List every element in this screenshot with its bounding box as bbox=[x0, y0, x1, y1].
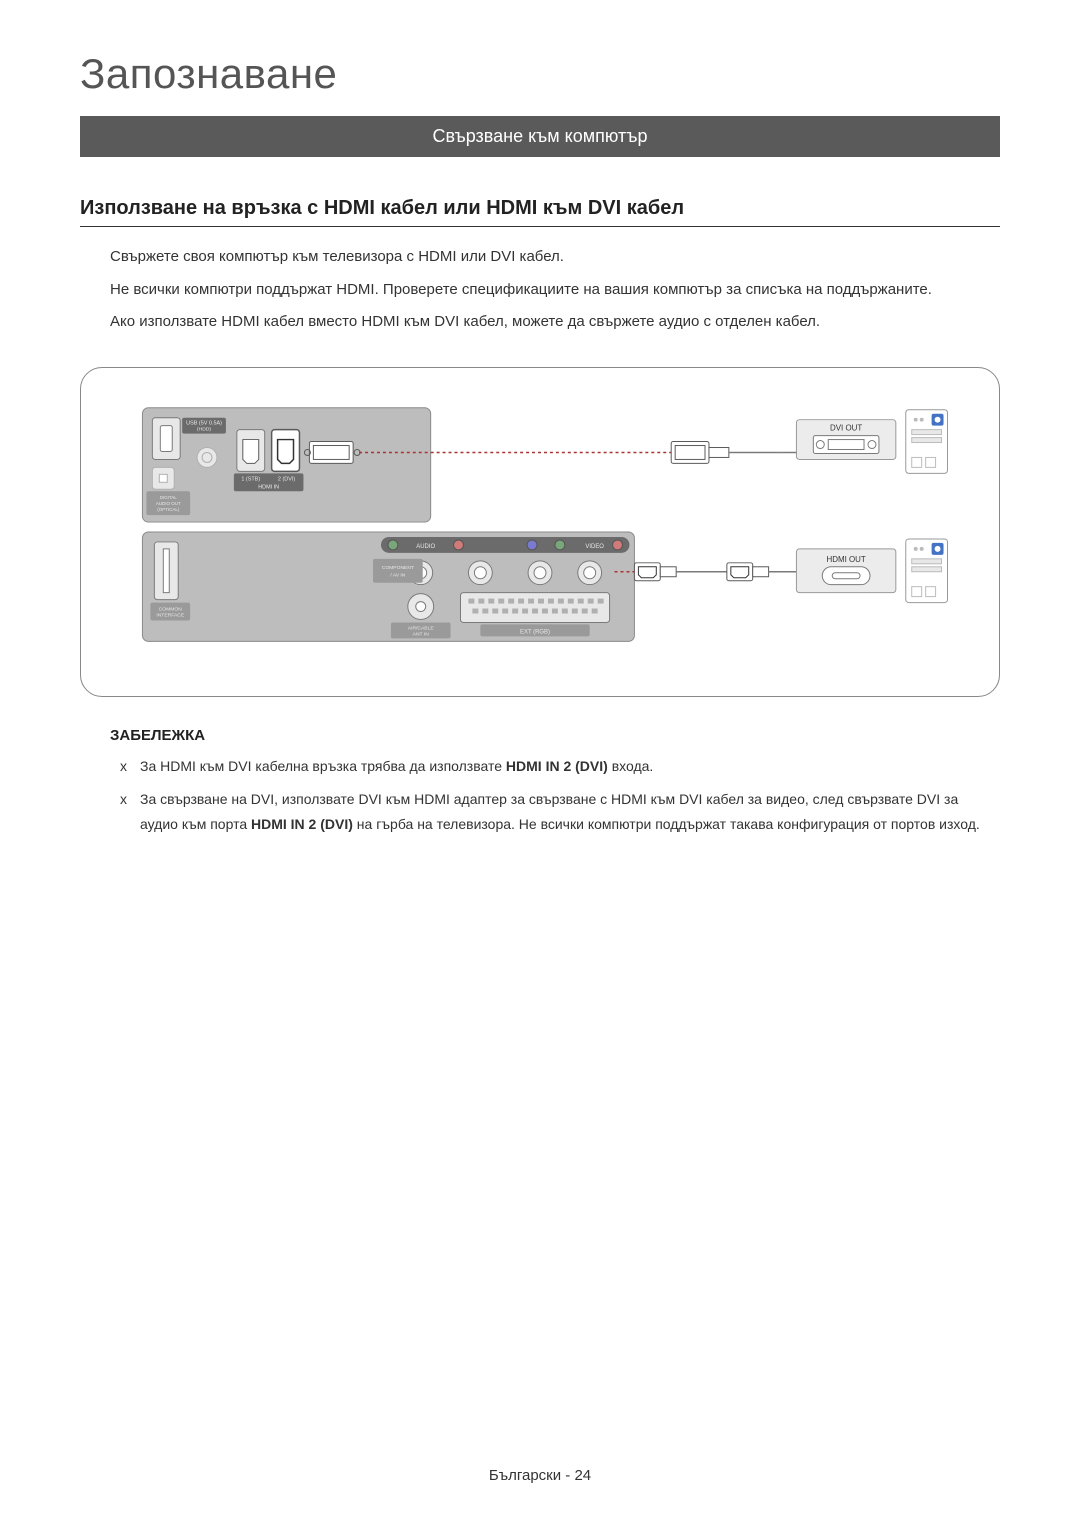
svg-text:AUDIO OUT: AUDIO OUT bbox=[156, 501, 181, 506]
note-item-1: За HDMI към DVI кабелна връзка трябва да… bbox=[120, 754, 1000, 779]
section-banner: Свързване към компютър bbox=[80, 116, 1000, 157]
svg-text:(OPTICAL): (OPTICAL) bbox=[157, 507, 180, 512]
tv-back-panel: USB (5V 0.5A) (HDD) 1 (STB) 2 (DVI) HDMI… bbox=[142, 407, 634, 641]
note-1-pre: За HDMI към DVI кабелна връзка трябва да… bbox=[140, 758, 506, 774]
usb-label: USB (5V 0.5A) bbox=[186, 420, 222, 426]
svg-text:INTERFACE: INTERFACE bbox=[156, 612, 184, 618]
body-line-3: Ако използвате HDMI кабел вместо HDMI къ… bbox=[110, 308, 1000, 337]
hdmi-row-label: HDMI IN bbox=[258, 484, 279, 490]
hdmi-plug-tv bbox=[634, 562, 676, 580]
hdmi1-label: 1 (STB) bbox=[241, 476, 260, 482]
body-text: Свържете своя компютър към телевизора с … bbox=[80, 243, 1000, 337]
svg-text:DIGITAL: DIGITAL bbox=[160, 495, 178, 500]
audio-strip-label: AUDIO bbox=[416, 543, 435, 549]
dvi-plug-pc bbox=[671, 441, 778, 463]
svg-text:COMPONENT: COMPONENT bbox=[382, 564, 414, 570]
note-1-bold: HDMI IN 2 (DVI) bbox=[506, 758, 608, 774]
pc-dvi: DVI OUT bbox=[779, 409, 948, 473]
svg-text:ANT IN: ANT IN bbox=[413, 631, 430, 637]
body-line-1: Свържете своя компютър към телевизора с … bbox=[110, 243, 1000, 272]
page-footer: Български - 24 bbox=[0, 1467, 1080, 1484]
dvi-connector-icon bbox=[304, 441, 360, 463]
note-item-2: За свързване на DVI, използвате DVI към … bbox=[120, 787, 1000, 837]
connection-diagram: USB (5V 0.5A) (HDD) 1 (STB) 2 (DVI) HDMI… bbox=[80, 367, 1000, 697]
note-list: За HDMI към DVI кабелна връзка трябва да… bbox=[80, 754, 1000, 838]
body-line-2: Не всички компютри поддържат HDMI. Прове… bbox=[110, 276, 1000, 305]
svg-text:COMMON: COMMON bbox=[159, 606, 183, 612]
video-strip-label: VIDEO bbox=[585, 543, 604, 549]
diagram-svg: USB (5V 0.5A) (HDD) 1 (STB) 2 (DVI) HDMI… bbox=[81, 368, 999, 696]
svg-text:AIR/CABLE: AIR/CABLE bbox=[408, 625, 435, 631]
note-2-post: на гърба на телевизора. Не всички компют… bbox=[353, 816, 980, 832]
footer-page: 24 bbox=[574, 1467, 591, 1484]
pc1-port-label: DVI OUT bbox=[830, 423, 862, 432]
hdmi-plug-pc bbox=[727, 562, 769, 580]
hdmi2-label: 2 (DVI) bbox=[278, 476, 295, 482]
page-title: Запознаване bbox=[80, 50, 1000, 98]
pc-hdmi: HDMI OUT bbox=[796, 538, 947, 602]
svg-text:(HDD): (HDD) bbox=[197, 426, 211, 432]
note-heading: ЗАБЕЛЕЖКА bbox=[80, 727, 1000, 744]
ext-label: EXT (RGB) bbox=[520, 629, 550, 635]
footer-lang: Български bbox=[489, 1467, 561, 1484]
pc2-port-label: HDMI OUT bbox=[827, 554, 866, 563]
svg-text:/ AV IN: / AV IN bbox=[390, 572, 405, 578]
note-2-bold: HDMI IN 2 (DVI) bbox=[251, 816, 353, 832]
subheading: Използване на връзка с HDMI кабел или HD… bbox=[80, 197, 1000, 227]
note-1-post: входа. bbox=[608, 758, 654, 774]
